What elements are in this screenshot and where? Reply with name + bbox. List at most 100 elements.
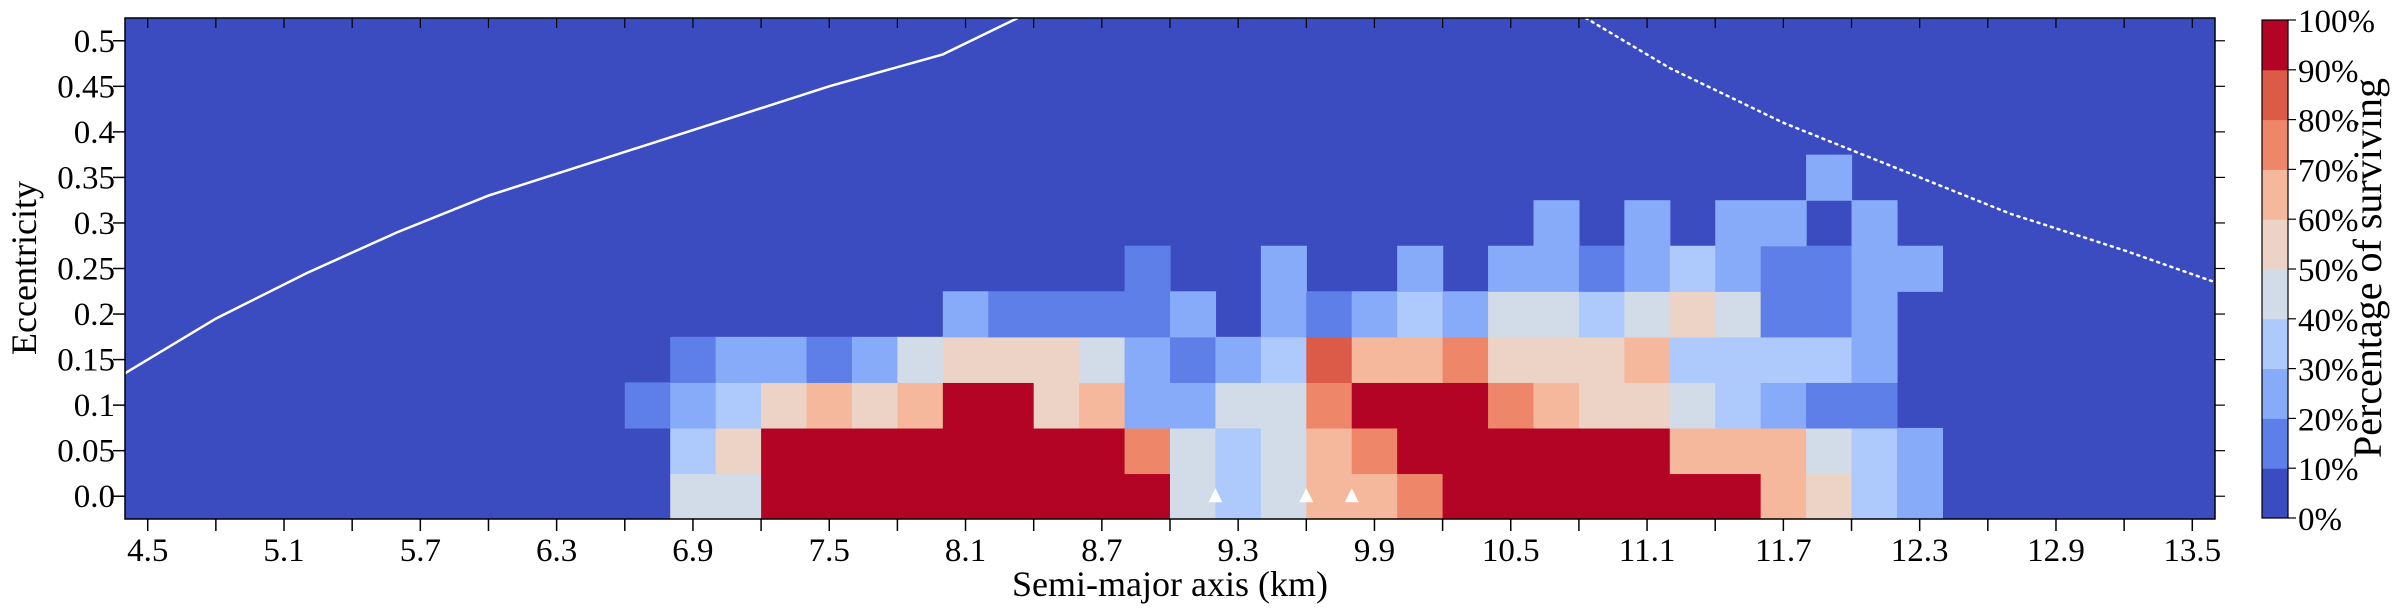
heatmap-cell [1624, 427, 1671, 475]
heatmap-cell [1669, 427, 1716, 475]
heatmap-cell [1260, 291, 1307, 338]
heatmap-cell [806, 336, 853, 383]
heatmap-cell [1488, 382, 1535, 429]
heatmap-cell [670, 473, 717, 519]
heatmap-cell [1806, 473, 1853, 519]
heatmap-cell [1624, 382, 1671, 429]
heatmap-cell [1351, 291, 1398, 338]
heatmap-cell [942, 382, 989, 429]
colorbar-segment [2262, 418, 2288, 469]
heatmap-cell [1533, 427, 1580, 475]
heatmap-cell [1896, 245, 1943, 292]
colorbar-segment [2262, 169, 2288, 220]
heatmap-cell [1851, 336, 1898, 383]
heatmap-cell [1488, 427, 1535, 475]
heatmap-cell [1397, 291, 1444, 338]
heatmap-cell [1669, 291, 1716, 338]
heatmap-cell [1896, 473, 1943, 519]
heatmap-cell [988, 291, 1035, 338]
heatmap-cell [1170, 336, 1217, 383]
heatmap-cell [988, 427, 1035, 475]
heatmap-cell [1851, 382, 1898, 429]
x-axis-title: Semi-major axis (km) [1012, 564, 1328, 604]
heatmap-cell [1806, 336, 1853, 383]
colorbar-tick-label: 80% [2298, 104, 2359, 140]
heatmap-cell [761, 427, 808, 475]
heatmap-cell [1715, 200, 1762, 247]
heatmap-cell [851, 382, 898, 429]
heatmap-cell [1715, 336, 1762, 383]
heatmap-cell [1624, 200, 1671, 247]
heatmap-cell [1260, 427, 1307, 475]
heatmap-cell [1624, 336, 1671, 383]
heatmap-cell [1851, 291, 1898, 338]
colorbar-segment [2262, 269, 2288, 320]
heatmap-cell [624, 382, 671, 429]
solid-boundary-curve [125, 18, 1019, 375]
colorbar-tick-label: 0% [2298, 502, 2342, 538]
heatmap-cell [1715, 382, 1762, 429]
heatmap-cell [1260, 473, 1307, 519]
heatmap-cell [1760, 245, 1807, 292]
heatmap-cell [1578, 245, 1625, 292]
heatmap-cell [1578, 291, 1625, 338]
x-tick-label: 6.9 [672, 533, 713, 569]
x-tick-label: 11.1 [1619, 533, 1676, 569]
heatmap-cell [1306, 382, 1353, 429]
heatmap-cell [806, 473, 853, 519]
y-axis-ticks: 0.0 0.05 0.1 0.15 0.2 0.25 0.3 0.35 0.4 0.45 0.5 [57, 24, 2225, 515]
heatmap-cell [851, 427, 898, 475]
heatmap-cell [1715, 291, 1762, 338]
heatmap-cell [1170, 473, 1217, 519]
heatmap-cell [1397, 427, 1444, 475]
heatmap-cell [1851, 200, 1898, 247]
heatmap-cell [1397, 245, 1444, 292]
heatmap-cell [1669, 336, 1716, 383]
colorbar-tick-label: 60% [2298, 203, 2359, 239]
colorbar-tick-label: 50% [2298, 253, 2359, 289]
x-tick-label: 6.3 [536, 533, 577, 569]
heatmap-cell [1578, 473, 1625, 519]
heatmap-cell [897, 382, 944, 429]
heatmap-cell [1715, 245, 1762, 292]
heatmap-cell [1124, 473, 1171, 519]
y-tick-label: 0.25 [57, 252, 115, 288]
heatmap-cell [1624, 291, 1671, 338]
heatmap-cell [1306, 336, 1353, 383]
heatmap-cell [942, 427, 989, 475]
heatmap-cell [1124, 245, 1171, 292]
heatmap-cell [1170, 427, 1217, 475]
heatmap-cell [1488, 336, 1535, 383]
x-tick-label: 12.3 [1891, 533, 1949, 569]
heatmap-cell [1215, 382, 1262, 429]
x-tick-label: 11.7 [1755, 533, 1812, 569]
heatmap-cell [1033, 291, 1080, 338]
heatmap-cell [670, 427, 717, 475]
y-tick-label: 0.4 [74, 115, 115, 151]
triangle-marker [1299, 488, 1314, 503]
heatmap-cell [1306, 473, 1353, 519]
heatmap-cell [761, 336, 808, 383]
heatmap-cell [1215, 473, 1262, 519]
heatmap-cell [1124, 382, 1171, 429]
heatmap-cell [761, 473, 808, 519]
colorbar-segment [2262, 69, 2288, 121]
heatmap-cell [1715, 427, 1762, 475]
y-tick-label: 0.2 [74, 297, 115, 333]
heatmap-cell [1124, 427, 1171, 475]
heatmap-cell [988, 473, 1035, 519]
y-tick-label: 0.5 [74, 24, 115, 60]
x-tick-label: 10.5 [1482, 533, 1540, 569]
dotted-boundary-curve [1584, 18, 2215, 284]
x-axis-ticks: 4.5 5.1 5.7 6.3 6.9 7.5 8.1 8.7 9.3 9.9 10.5 11.1 11… [127, 18, 2221, 569]
heatmap-cell [1033, 382, 1080, 429]
heatmap-cell [1351, 473, 1398, 519]
heatmap-cell [1488, 473, 1535, 519]
heatmap-cell [1397, 382, 1444, 429]
heatmap-cell [1715, 473, 1762, 519]
heatmap-cell [1806, 154, 1853, 201]
heatmap-cell [1669, 245, 1716, 292]
y-tick-label: 0.45 [57, 69, 115, 105]
heatmap-cell [1442, 382, 1489, 429]
